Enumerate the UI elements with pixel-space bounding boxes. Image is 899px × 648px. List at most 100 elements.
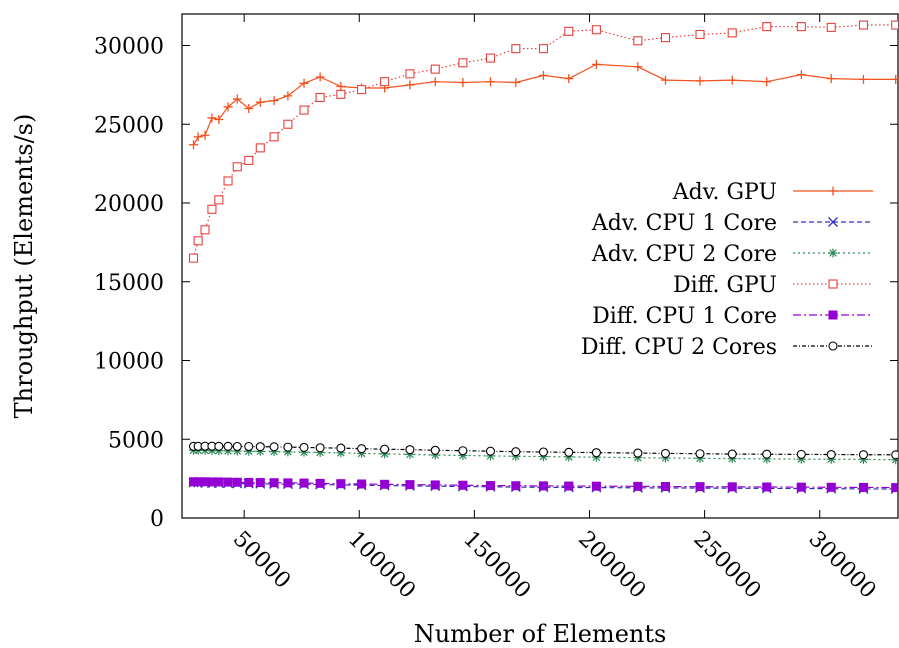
x-tick-label: 100000 xyxy=(343,527,420,604)
data-point-square xyxy=(299,105,309,115)
data-point-plus xyxy=(458,78,468,88)
data-point-plus xyxy=(193,132,203,142)
data-point-star xyxy=(232,446,242,456)
data-point-square-filled xyxy=(315,478,325,488)
legend-label: Diff. GPU xyxy=(673,273,777,298)
y-tick-label: 15000 xyxy=(94,271,164,296)
data-point-square xyxy=(336,89,346,99)
data-point-star xyxy=(255,446,265,456)
data-point-circle xyxy=(430,445,440,455)
data-point-plus xyxy=(405,80,415,90)
y-tick-label: 20000 xyxy=(94,192,164,217)
data-point-plus xyxy=(214,115,224,125)
data-point-star xyxy=(826,454,836,464)
data-point-plus xyxy=(762,77,772,87)
data-point-circle xyxy=(223,441,233,451)
data-point-square-filled xyxy=(255,478,265,488)
data-point-plus xyxy=(223,102,233,112)
data-point-square-filled xyxy=(660,482,670,491)
legend-label: Diff. CPU 1 Core xyxy=(592,304,777,329)
x-tick-label: 300000 xyxy=(803,527,880,604)
data-point-star xyxy=(336,448,346,458)
data-point-star xyxy=(891,455,898,465)
data-point-square-filled xyxy=(858,482,868,492)
data-point-plus xyxy=(828,186,838,196)
data-point-circle xyxy=(511,447,521,457)
legend-label: Adv. GPU xyxy=(672,180,777,205)
data-point-circle xyxy=(283,442,293,452)
data-point-plus xyxy=(727,75,737,85)
data-point-square-filled xyxy=(232,477,242,487)
x-tick-label: 200000 xyxy=(573,527,650,604)
data-point-square-filled xyxy=(283,478,293,488)
data-point-circle xyxy=(891,450,898,460)
data-point-star xyxy=(762,454,772,464)
data-point-square xyxy=(633,36,643,46)
data-point-star xyxy=(430,450,440,460)
data-point-circle xyxy=(796,449,806,459)
data-point-square xyxy=(232,162,242,172)
data-point-square-filled xyxy=(762,482,772,492)
data-point-square-filled xyxy=(796,482,806,492)
data-point-square-filled xyxy=(633,481,643,491)
y-tick-label: 25000 xyxy=(94,113,164,138)
data-point-square xyxy=(380,77,390,87)
data-point-circle xyxy=(633,448,643,458)
data-point-square xyxy=(214,195,224,205)
data-point-plus xyxy=(633,62,643,72)
data-point-plus xyxy=(660,75,670,85)
data-point-plus xyxy=(695,76,705,86)
data-point-square xyxy=(255,143,265,153)
data-point-circle xyxy=(336,443,346,453)
data-point-square xyxy=(244,155,254,166)
data-point-circle xyxy=(232,441,242,452)
data-point-plus xyxy=(244,104,254,113)
data-point-circle xyxy=(858,450,869,460)
data-point-square xyxy=(430,64,440,74)
data-point-square xyxy=(511,44,521,54)
data-point-circle xyxy=(762,449,772,459)
legend-label: Adv. CPU 1 Core xyxy=(591,211,777,236)
data-point-star xyxy=(299,447,309,457)
data-point-circle xyxy=(214,441,224,451)
data-point-circle xyxy=(357,444,367,454)
data-point-square-filled xyxy=(269,478,279,488)
data-point-circle xyxy=(299,442,309,452)
data-point-plus xyxy=(255,97,265,107)
data-point-circle xyxy=(255,442,265,452)
data-point-star xyxy=(405,449,415,459)
data-point-plus xyxy=(200,130,210,140)
data-point-star xyxy=(660,453,670,463)
data-point-star xyxy=(486,451,496,461)
legend: Adv. GPU Adv. CPU 1 Core Adv. CPU 2 Core Di… xyxy=(581,180,873,360)
data-point-square-filled xyxy=(214,477,224,487)
data-point-square-filled xyxy=(458,480,468,490)
data-point-square xyxy=(591,25,601,35)
data-point-square xyxy=(727,28,737,38)
data-point-star xyxy=(269,447,279,457)
data-point-square-filled xyxy=(380,479,390,489)
data-point-square-filled xyxy=(223,477,233,487)
data-point-plus xyxy=(486,77,496,87)
y-axis: 0 5000 10000 15000 20000 25000 30000 xyxy=(94,35,898,532)
data-point-square xyxy=(695,29,705,40)
x-tick-label: 250000 xyxy=(688,527,765,604)
data-point-star xyxy=(511,451,521,461)
series-line xyxy=(192,24,896,259)
data-point-star xyxy=(283,447,293,457)
data-point-square-filled xyxy=(538,481,548,491)
series-4 xyxy=(189,477,898,493)
data-point-square xyxy=(283,119,293,129)
data-point-star xyxy=(633,453,643,463)
data-point-circle xyxy=(660,448,671,458)
data-point-star xyxy=(591,452,601,462)
data-point-plus xyxy=(269,96,279,106)
data-point-circle xyxy=(564,447,574,457)
data-point-square xyxy=(826,22,836,32)
data-point-circle xyxy=(485,446,496,456)
data-point-square xyxy=(458,58,468,68)
legend-label: Diff. CPU 2 Cores xyxy=(581,335,777,360)
series-3 xyxy=(188,20,898,263)
data-point-square xyxy=(858,20,869,30)
data-point-square-filled xyxy=(828,310,838,320)
